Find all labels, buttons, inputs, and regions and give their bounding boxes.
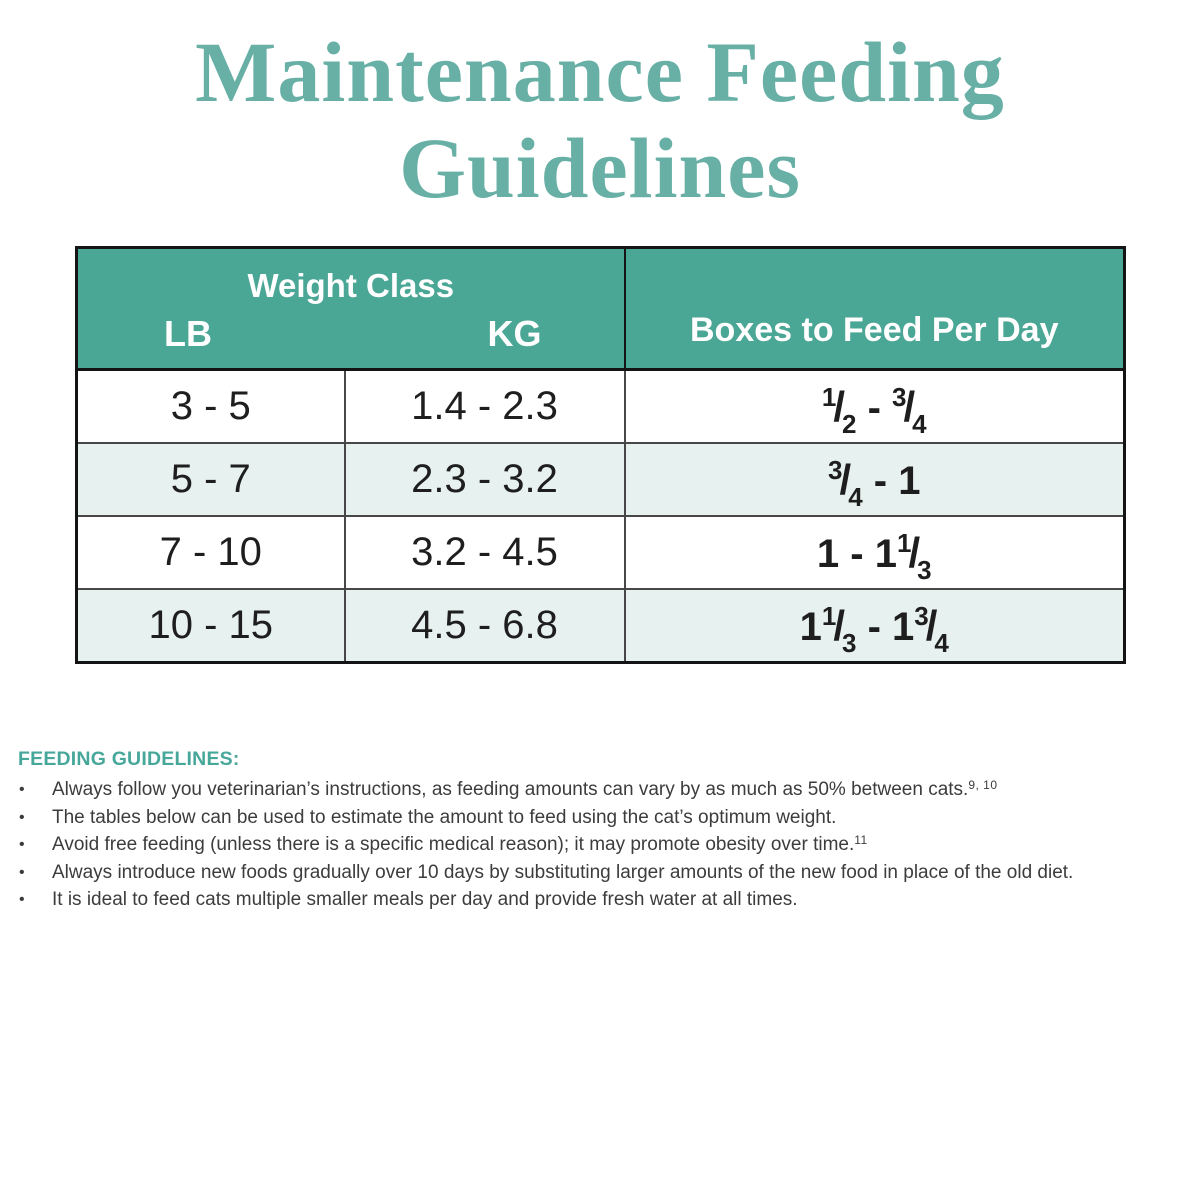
bullet-text: The tables below can be used to estimate… <box>52 806 837 828</box>
guidelines-list: Always follow you veterinarian’s instruc… <box>18 776 1168 914</box>
table-row: 3 - 5 1.4 - 2.3 1/2 - 3/4 <box>75 368 1126 444</box>
page-title-line-1: Maintenance Feeding <box>195 24 1005 120</box>
header-cell-weight-class: Weight Class LB KG <box>75 246 626 371</box>
table-row: 10 - 15 4.5 - 6.8 11/3 - 13/4 <box>75 588 1126 664</box>
bullet-text: Always introduce new foods gradually ove… <box>52 861 1074 883</box>
header-cell-boxes-per-day: Boxes to Feed Per Day <box>623 246 1126 371</box>
lb-value: 5 - 7 <box>75 442 346 517</box>
page-title-line-2: Guidelines <box>399 120 801 216</box>
table-row: 5 - 7 2.3 - 3.2 3/4 - 1 <box>75 442 1126 517</box>
boxes-value: 11/3 - 13/4 <box>623 588 1126 664</box>
boxes-per-day-label: Boxes to Feed Per Day <box>690 311 1059 349</box>
fraction: 1/2 <box>821 381 857 439</box>
page-title: Maintenance Feeding Guidelines <box>0 24 1200 216</box>
lb-kg-row: LB KG <box>78 313 624 355</box>
feeding-guidelines-section: FEEDING GUIDELINES: Always follow you ve… <box>18 748 1168 914</box>
bullet-text: It is ideal to feed cats multiple smalle… <box>52 889 798 910</box>
list-item: It is ideal to feed cats multiple smalle… <box>18 886 1168 914</box>
footnote-reference: 9, 10 <box>968 778 998 792</box>
table-header-row: Weight Class LB KG Boxes to Feed Per Day <box>75 246 1126 371</box>
lb-value: 10 - 15 <box>75 588 346 664</box>
list-item: Always follow you veterinarian’s instruc… <box>18 776 1168 804</box>
boxes-value: 3/4 - 1 <box>623 442 1126 517</box>
table-row: 7 - 10 3.2 - 4.5 1 - 11/3 <box>75 515 1126 590</box>
list-item: Always introduce new foods gradually ove… <box>18 859 1168 887</box>
lb-value: 3 - 5 <box>75 368 346 444</box>
fraction: 3/4 <box>892 381 927 439</box>
feeding-table: Weight Class LB KG Boxes to Feed Per Day… <box>75 246 1126 664</box>
fraction: 1/3 <box>821 600 857 658</box>
kg-value: 1.4 - 2.3 <box>343 368 626 444</box>
fraction: 3/4 <box>914 600 949 658</box>
kg-value: 2.3 - 3.2 <box>343 442 626 517</box>
weight-class-label: Weight Class <box>247 267 455 304</box>
fraction: 1/3 <box>896 527 932 585</box>
boxes-value: 1/2 - 3/4 <box>623 368 1126 444</box>
footnote-reference: 11 <box>854 833 868 847</box>
lb-label: LB <box>164 313 212 354</box>
boxes-value: 1 - 11/3 <box>623 515 1126 590</box>
kg-label: KG <box>487 313 542 354</box>
fraction: 3/4 <box>828 454 863 512</box>
lb-value: 7 - 10 <box>75 515 346 590</box>
guidelines-heading: FEEDING GUIDELINES: <box>18 748 240 770</box>
kg-value: 3.2 - 4.5 <box>343 515 626 590</box>
bullet-text: Avoid free feeding (unless there is a sp… <box>52 834 855 855</box>
list-item: The tables below can be used to estimate… <box>18 804 1168 832</box>
bullet-text: Always follow you veterinarian’s instruc… <box>52 779 969 800</box>
list-item: Avoid free feeding (unless there is a sp… <box>18 831 1168 859</box>
feeding-table-container: Weight Class LB KG Boxes to Feed Per Day… <box>75 246 1200 664</box>
kg-value: 4.5 - 6.8 <box>343 588 626 664</box>
